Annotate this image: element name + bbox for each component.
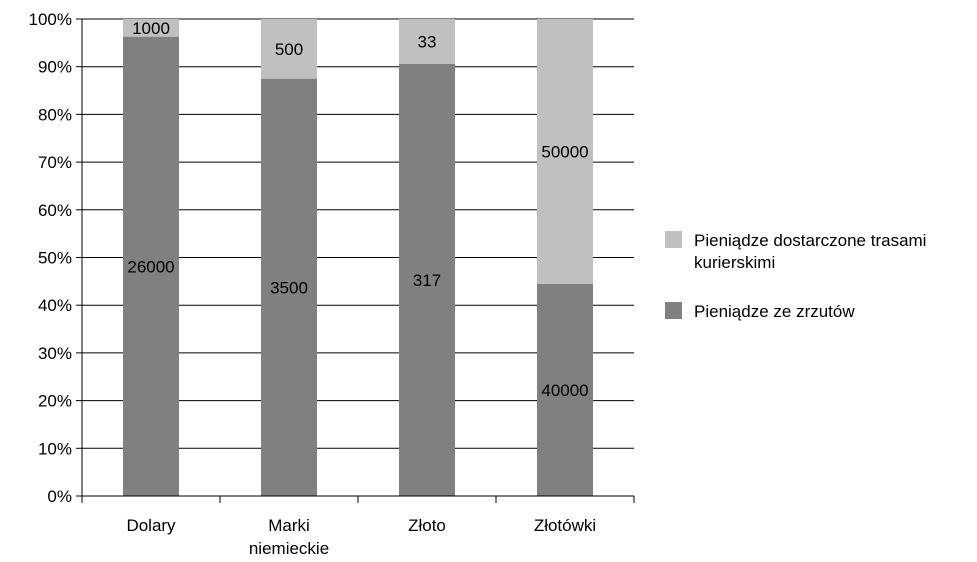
- legend-label: Pieniądze ze zrzutów: [694, 302, 855, 321]
- y-tick-label: 60%: [38, 201, 72, 220]
- x-category-label: Złotówki: [534, 516, 596, 535]
- bar-segment: [123, 19, 179, 37]
- data-label: 26000: [127, 257, 174, 276]
- axes: [76, 18, 635, 503]
- x-category-label: Marki: [268, 516, 310, 535]
- y-tick-label: 0%: [47, 487, 72, 506]
- data-label: 317: [413, 271, 441, 290]
- y-tick-label: 40%: [38, 296, 72, 315]
- y-tick-label: 70%: [38, 153, 72, 172]
- legend-label: Pieniądze dostarczone trasami: [694, 231, 926, 250]
- bar-segment: [537, 19, 593, 284]
- data-label: 3500: [270, 278, 308, 297]
- bars: [123, 19, 593, 497]
- x-axis-labels: Dolary Marki niemieckie Złoto Złotówki: [126, 516, 596, 558]
- legend-label: kurierskimi: [694, 253, 775, 272]
- data-label: 1000: [132, 19, 170, 38]
- x-category-label: niemieckie: [249, 539, 329, 558]
- bar-segment: [123, 36, 179, 497]
- y-tick-label: 80%: [38, 105, 72, 124]
- data-label: 500: [275, 40, 303, 59]
- bar-segment: [261, 19, 317, 79]
- x-category-label: Dolary: [126, 516, 176, 535]
- data-label: 33: [418, 32, 437, 51]
- y-tick-label: 90%: [38, 58, 72, 77]
- bar-segment: [399, 63, 455, 497]
- y-axis-ticks: 0% 10% 20% 30% 40% 50% 60% 70% 80% 90% 100%: [29, 10, 72, 506]
- y-tick-label: 10%: [38, 439, 72, 458]
- y-tick-label: 20%: [38, 392, 72, 411]
- x-category-label: Złoto: [408, 516, 446, 535]
- data-label: 50000: [541, 143, 588, 162]
- data-label: 40000: [541, 381, 588, 400]
- bar-segment: [537, 284, 593, 496]
- bar-segment: [261, 78, 317, 496]
- bar-segment: [399, 19, 455, 64]
- y-tick-label: 100%: [29, 10, 72, 29]
- legend: Pieniądze dostarczone trasami kurierskimi…: [665, 231, 926, 321]
- legend-swatch: [665, 231, 682, 248]
- y-tick-label: 30%: [38, 344, 72, 363]
- legend-swatch: [665, 302, 682, 319]
- y-tick-label: 50%: [38, 249, 72, 268]
- data-labels: 26000 1000 3500 500 317 33 40000 50000: [127, 19, 588, 400]
